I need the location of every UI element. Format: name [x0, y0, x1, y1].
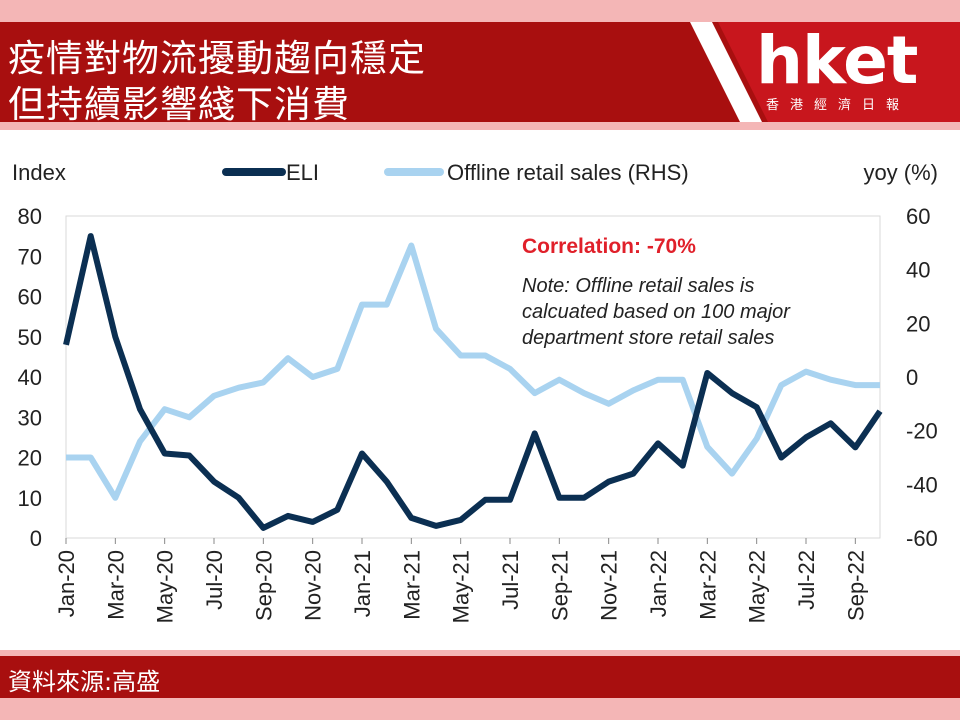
x-axis-tick-label: May-21 [449, 550, 474, 623]
title-line-1: 疫情對物流擾動趨向穩定 [8, 37, 426, 80]
right-axis-tick-label: 40 [906, 258, 930, 283]
logo-tagline: 香港經濟日報 [766, 98, 911, 113]
chart: 0 10 20 30 40 50 60 70 80 -60 -40 -20 0 20 40 60 Jan-20 M… [12, 160, 938, 623]
series-line-offline-retail-sales [66, 242, 880, 501]
logo-slash-shape [690, 22, 960, 122]
x-axis-tick-label: May-20 [153, 550, 178, 623]
series-line-eli [63, 233, 883, 531]
right-axis-label: yoy (%) [863, 160, 938, 185]
x-axis-tick-label: May-22 [745, 550, 770, 623]
right-axis-tick-label: -40 [906, 472, 938, 497]
left-axis-label: Index [12, 160, 66, 185]
x-axis-tick-label: Mar-21 [399, 550, 424, 620]
right-axis-tick-label: -20 [906, 419, 938, 444]
right-axis-tick-label: 20 [906, 311, 930, 336]
plot-frame [65, 215, 881, 539]
x-axis-tick-label: Mar-20 [103, 550, 128, 620]
right-axis-tick-label: 60 [906, 204, 930, 229]
left-axis-tick-label: 80 [18, 204, 42, 229]
note-annotation-line: department store retail sales [522, 327, 774, 349]
header-bar: 疫情對物流擾動趨向穩定 但持續影響綫下消費 hket 香港經濟日報 [0, 22, 960, 122]
x-axis-tick-label: Jul-22 [794, 550, 819, 610]
legend-eli-label: ELI [286, 160, 319, 185]
left-axis-tick-label: 0 [30, 526, 42, 551]
left-axis-tick-label: 50 [18, 325, 42, 350]
title-line-2: 但持續影響綫下消費 [8, 83, 350, 122]
right-axis-tick-label: -60 [906, 526, 938, 551]
footer-bar: 資料來源:高盛 [0, 656, 960, 698]
left-axis-tick-label: 20 [18, 446, 42, 471]
x-axis-tick-label: Sep-22 [843, 550, 868, 621]
x-axis-tick-label: Jul-20 [202, 550, 227, 610]
left-axis-tick-label: 60 [18, 285, 42, 310]
above-footer-pink-band [0, 650, 960, 656]
x-axis-tick-label: Sep-21 [547, 550, 572, 621]
correlation-annotation: Correlation: -70% [522, 235, 696, 258]
top-pink-band [0, 0, 960, 22]
under-header-pink-band [0, 122, 960, 130]
x-axis-tick-label: Jul-21 [498, 550, 523, 610]
left-axis-tick-label: 10 [18, 486, 42, 511]
left-axis-tick-label: 40 [18, 365, 42, 390]
left-axis-tick-label: 70 [18, 244, 42, 269]
x-axis-tick-label: Jan-21 [350, 550, 375, 617]
x-axis-tick-label: Sep-20 [251, 550, 276, 621]
bottom-pink-band [0, 698, 960, 720]
logo: hket 香港經濟日報 [690, 22, 960, 122]
right-axis-tick-label: 0 [906, 365, 918, 390]
x-axis-tick-label: Jan-20 [54, 550, 79, 617]
logo-brand: hket [756, 22, 918, 99]
x-axis-tick-label: Mar-22 [695, 550, 720, 620]
left-axis-tick-label: 30 [18, 405, 42, 430]
x-axis-tick-label: Nov-21 [597, 550, 622, 621]
source-text: 資料來源:高盛 [8, 668, 161, 696]
note-annotation-line: Note: Offline retail sales is [522, 275, 754, 297]
note-annotation-line: calcuated based on 100 major [522, 301, 791, 323]
x-axis-tick-label: Nov-20 [301, 550, 326, 621]
legend-retail-label: Offline retail sales (RHS) [447, 160, 689, 185]
x-axis-tick-label: Jan-22 [646, 550, 671, 617]
